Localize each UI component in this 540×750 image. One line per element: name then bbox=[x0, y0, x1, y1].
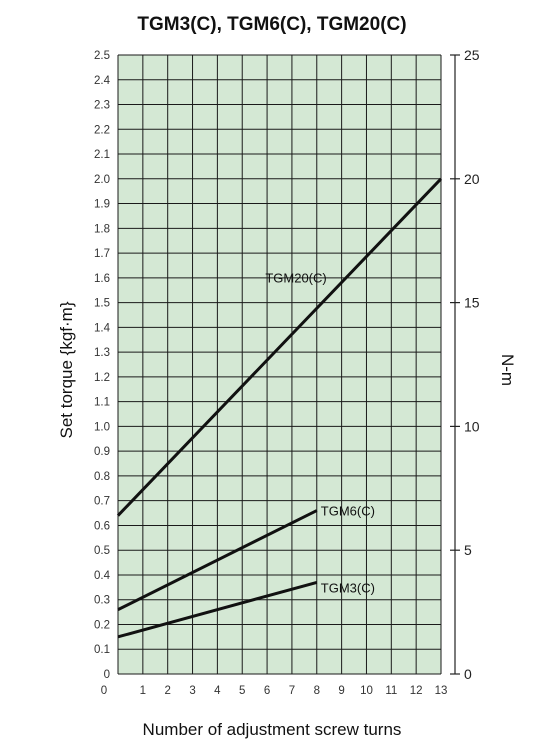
x-tick-label: 1 bbox=[140, 685, 146, 697]
y-tick-label: 2.3 bbox=[94, 100, 110, 112]
grid bbox=[117, 54, 442, 675]
y-tick-label: 0.2 bbox=[94, 619, 110, 631]
y2-tick-label: 5 bbox=[464, 542, 472, 558]
x-tick-label: 6 bbox=[264, 685, 270, 697]
x-tick-label: 0 bbox=[101, 685, 107, 697]
series-label: TGM6(C) bbox=[321, 504, 375, 519]
y-tick-label: 1.8 bbox=[94, 223, 110, 235]
y-tick-label: 2.0 bbox=[94, 174, 110, 186]
y-tick-label: 1.9 bbox=[94, 199, 110, 211]
y2-axis-title: N-m bbox=[498, 354, 517, 386]
x-tick-label: 9 bbox=[338, 685, 344, 697]
plot-area bbox=[118, 55, 441, 674]
y-tick-label: 2.4 bbox=[94, 75, 111, 87]
y-tick-label: 1.1 bbox=[94, 397, 110, 409]
x-tick-label: 8 bbox=[314, 685, 320, 697]
y-tick-label: 1.4 bbox=[94, 322, 111, 334]
y-tick-label: 0.3 bbox=[94, 595, 110, 607]
series-lines: TGM20(C) TGM6(C) TGM3(C) bbox=[116, 177, 443, 639]
chart-title: TGM3(C), TGM6(C), TGM20(C) bbox=[137, 14, 406, 35]
x-tick-label: 13 bbox=[435, 685, 448, 697]
y-tick-label: 0.7 bbox=[94, 496, 110, 508]
y-tick-label: 0.8 bbox=[94, 471, 110, 483]
y2-tick-label: 20 bbox=[464, 171, 480, 187]
y-tick-label: 0 bbox=[104, 669, 110, 681]
y-tick-label: 0.1 bbox=[94, 644, 110, 656]
y2-tick-label: 25 bbox=[464, 47, 480, 63]
x-tick-label: 12 bbox=[410, 685, 423, 697]
series-line bbox=[116, 177, 443, 517]
x-tick-label: 4 bbox=[214, 685, 221, 697]
y-tick-label: 2.1 bbox=[94, 149, 110, 161]
y-tick-label: 0.9 bbox=[94, 446, 110, 458]
x-tick-label: 7 bbox=[289, 685, 295, 697]
series-label: TGM3(C) bbox=[321, 580, 375, 595]
x-tick-label: 11 bbox=[385, 685, 397, 697]
series-line bbox=[117, 509, 318, 611]
x-axis-title: Number of adjustment screw turns bbox=[143, 720, 402, 739]
y-tick-label: 2.5 bbox=[94, 50, 110, 62]
series-line bbox=[117, 580, 318, 639]
y-tick-label: 0.4 bbox=[94, 570, 111, 582]
y-tick-label: 1.7 bbox=[94, 248, 110, 260]
y-axis-title: Set torque {kgf·m} bbox=[57, 301, 76, 438]
x-tick-label: 10 bbox=[360, 685, 373, 697]
x-axis-ticks: 0 1 2 3 4 5 6 7 8 9 10 11 12 13 bbox=[101, 685, 448, 697]
x-tick-label: 5 bbox=[239, 685, 245, 697]
series-label: TGM20(C) bbox=[265, 270, 326, 285]
y-tick-label: 1.3 bbox=[94, 347, 110, 359]
right-axis: 0 5 10 15 20 25 bbox=[450, 47, 480, 682]
y2-tick-label: 0 bbox=[464, 666, 472, 682]
y-tick-label: 1.0 bbox=[94, 421, 110, 433]
y2-tick-label: 15 bbox=[464, 295, 480, 311]
y-tick-label: 1.5 bbox=[94, 298, 110, 310]
y2-tick-label: 10 bbox=[464, 418, 480, 434]
x-tick-label: 3 bbox=[189, 685, 195, 697]
y-axis-ticks: 0 0.1 0.2 0.3 0.4 0.5 0.6 0.7 0.8 0.9 1.0 1.1 1.2 1.3… bbox=[94, 50, 111, 681]
y-tick-label: 1.6 bbox=[94, 273, 110, 285]
y-tick-label: 0.6 bbox=[94, 520, 110, 532]
y-tick-label: 1.2 bbox=[94, 372, 110, 384]
x-tick-label: 2 bbox=[164, 685, 170, 697]
y-tick-label: 2.2 bbox=[94, 124, 110, 136]
y-tick-label: 0.5 bbox=[94, 545, 110, 557]
